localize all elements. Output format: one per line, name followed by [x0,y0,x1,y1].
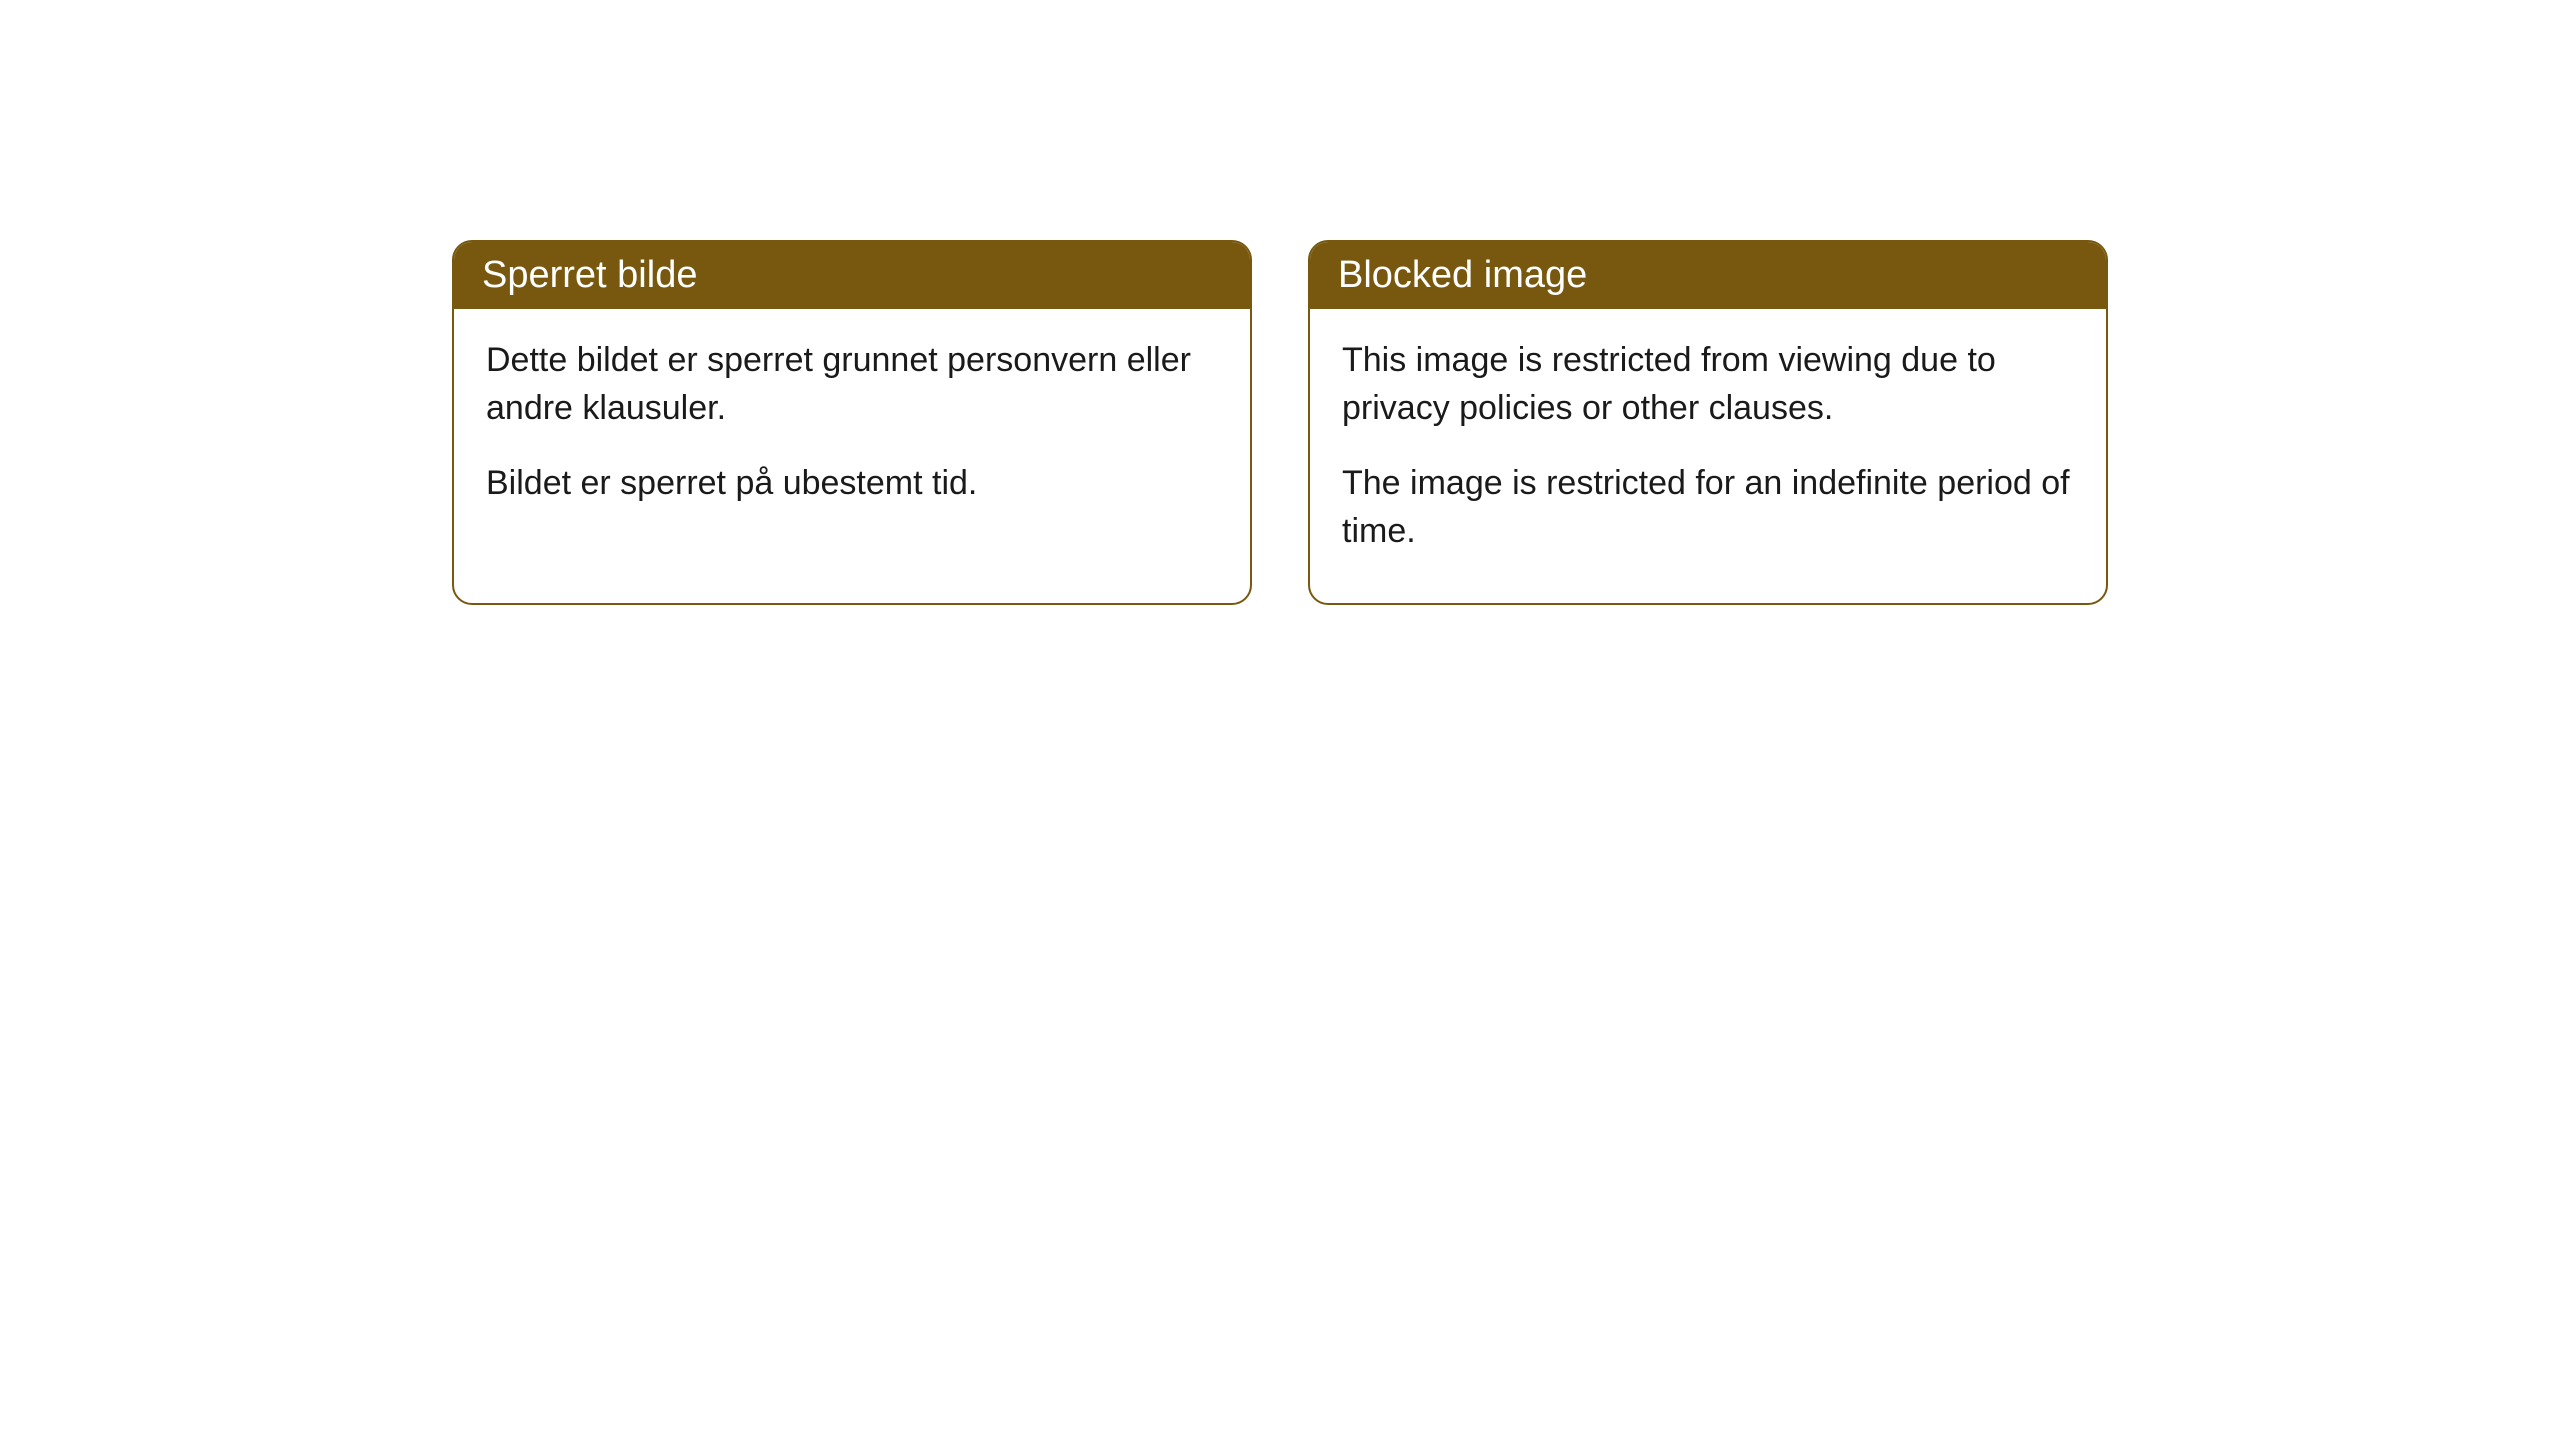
card-header: Sperret bilde [454,242,1250,309]
card-body: Dette bildet er sperret grunnet personve… [454,309,1250,556]
card-paragraph: This image is restricted from viewing du… [1342,337,2074,432]
card-paragraph: The image is restricted for an indefinit… [1342,460,2074,555]
card-body: This image is restricted from viewing du… [1310,309,2106,603]
card-header: Blocked image [1310,242,2106,309]
cards-container: Sperret bilde Dette bildet er sperret gr… [452,240,2108,605]
card-title: Sperret bilde [482,254,697,296]
card-english: Blocked image This image is restricted f… [1308,240,2108,605]
card-norwegian: Sperret bilde Dette bildet er sperret gr… [452,240,1252,605]
card-title: Blocked image [1338,254,1587,296]
card-paragraph: Dette bildet er sperret grunnet personve… [486,337,1218,432]
card-paragraph: Bildet er sperret på ubestemt tid. [486,460,1218,508]
